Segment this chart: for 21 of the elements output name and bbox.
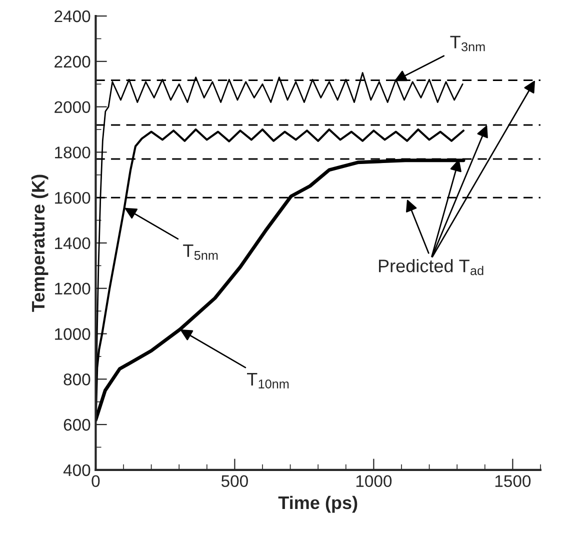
x-tick-label: 500 [221,475,248,488]
y-tick-label: 600 [64,418,90,431]
y-tick-label: 2400 [54,10,90,22]
y-tick-label: 1200 [55,282,90,295]
x-tick-label: 1500 [495,475,531,488]
y-axis-title: Temperature (K) [31,174,48,312]
x-tick-label: 1000 [356,475,392,488]
y-tick-label: 1400 [55,237,90,250]
x-axis-title: Time (ps) [278,496,358,513]
annotation: T$_{10nm}$ [247,373,289,388]
y-tick-label: 2200 [54,56,90,68]
y-tick-label: 1800 [55,146,90,158]
y-tick-label: 1000 [55,328,90,340]
y-tick-label: 400 [63,464,90,476]
y-tick-label: 1600 [55,192,90,204]
y-tick-label: 800 [64,374,90,386]
annotation: T$_{3nm}$ [450,36,485,52]
x-tick-label: 0 [92,475,100,488]
annotation: T$_{5nm}$ [183,244,218,260]
annotation: Predicted T$_{ad}$ [378,259,484,276]
y-tick-label: 2000 [54,101,90,114]
